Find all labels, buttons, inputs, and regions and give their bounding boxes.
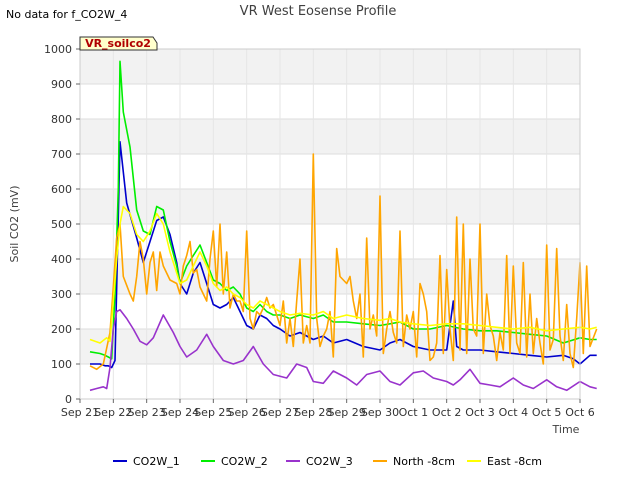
x-axis-label: Time: [552, 423, 580, 436]
y-tick-label: 500: [51, 218, 72, 231]
y-axis-ticks: 0 100 200 300 400 500 600 700 800 900 1000: [44, 43, 80, 406]
x-tick-label: Oct 1: [399, 406, 429, 419]
site-label: VR_soilco2: [85, 37, 151, 50]
chart-title: VR West Eosense Profile: [240, 4, 397, 19]
y-tick-label: 400: [51, 253, 72, 266]
series-layer: [89, 60, 598, 392]
y-axis-label: Soil CO2 (mV): [8, 186, 21, 263]
x-tick-label: Sep 28: [294, 406, 332, 419]
x-tick-label: Sep 29: [328, 406, 366, 419]
x-tick-label: Oct 2: [432, 406, 462, 419]
y-tick-label: 600: [51, 183, 72, 196]
y-tick-label: 900: [51, 78, 72, 91]
y-tick-label: 100: [51, 358, 72, 371]
plot-band: [80, 49, 580, 84]
x-tick-label: Sep 24: [161, 406, 199, 419]
y-tick-label: 200: [51, 323, 72, 336]
series-line-3: [89, 153, 598, 371]
x-tick-label: Sep 30: [361, 406, 399, 419]
legend-label-3: North -8cm: [393, 455, 455, 468]
legend-label-4: East -8cm: [487, 455, 542, 468]
x-tick-label: Sep 23: [128, 406, 166, 419]
legend-label-2: CO2W_3: [306, 455, 353, 468]
series-line-4: [89, 205, 597, 344]
site-label-background: [79, 36, 158, 51]
site-label-box: VR_soilco2: [79, 36, 158, 51]
x-tick-label: Sep 25: [194, 406, 232, 419]
y-tick-label: 300: [51, 288, 72, 301]
x-tick-label: Oct 4: [499, 406, 529, 419]
y-tick-label: 0: [65, 393, 72, 406]
y-tick-label: 800: [51, 113, 72, 126]
plot-band: [80, 119, 580, 154]
legend-label-0: CO2W_1: [133, 455, 180, 468]
x-tick-label: Sep 22: [94, 406, 132, 419]
legend: CO2W_1 CO2W_2 CO2W_3 North -8cm East -8cm: [113, 455, 542, 468]
x-tick-label: Oct 5: [532, 406, 562, 419]
x-tick-label: Oct 3: [465, 406, 495, 419]
series-line-0: [90, 141, 597, 369]
series-line-2: [89, 308, 597, 392]
chart-note: No data for f_CO2W_4: [6, 8, 127, 21]
legend-label-1: CO2W_2: [221, 455, 268, 468]
x-tick-label: Sep 26: [228, 406, 266, 419]
y-tick-label: 1000: [44, 43, 72, 56]
x-tick-label: Oct 6: [565, 406, 595, 419]
x-tick-label: Sep 27: [261, 406, 299, 419]
y-tick-label: 700: [51, 148, 72, 161]
x-tick-label: Sep 21: [61, 406, 99, 419]
